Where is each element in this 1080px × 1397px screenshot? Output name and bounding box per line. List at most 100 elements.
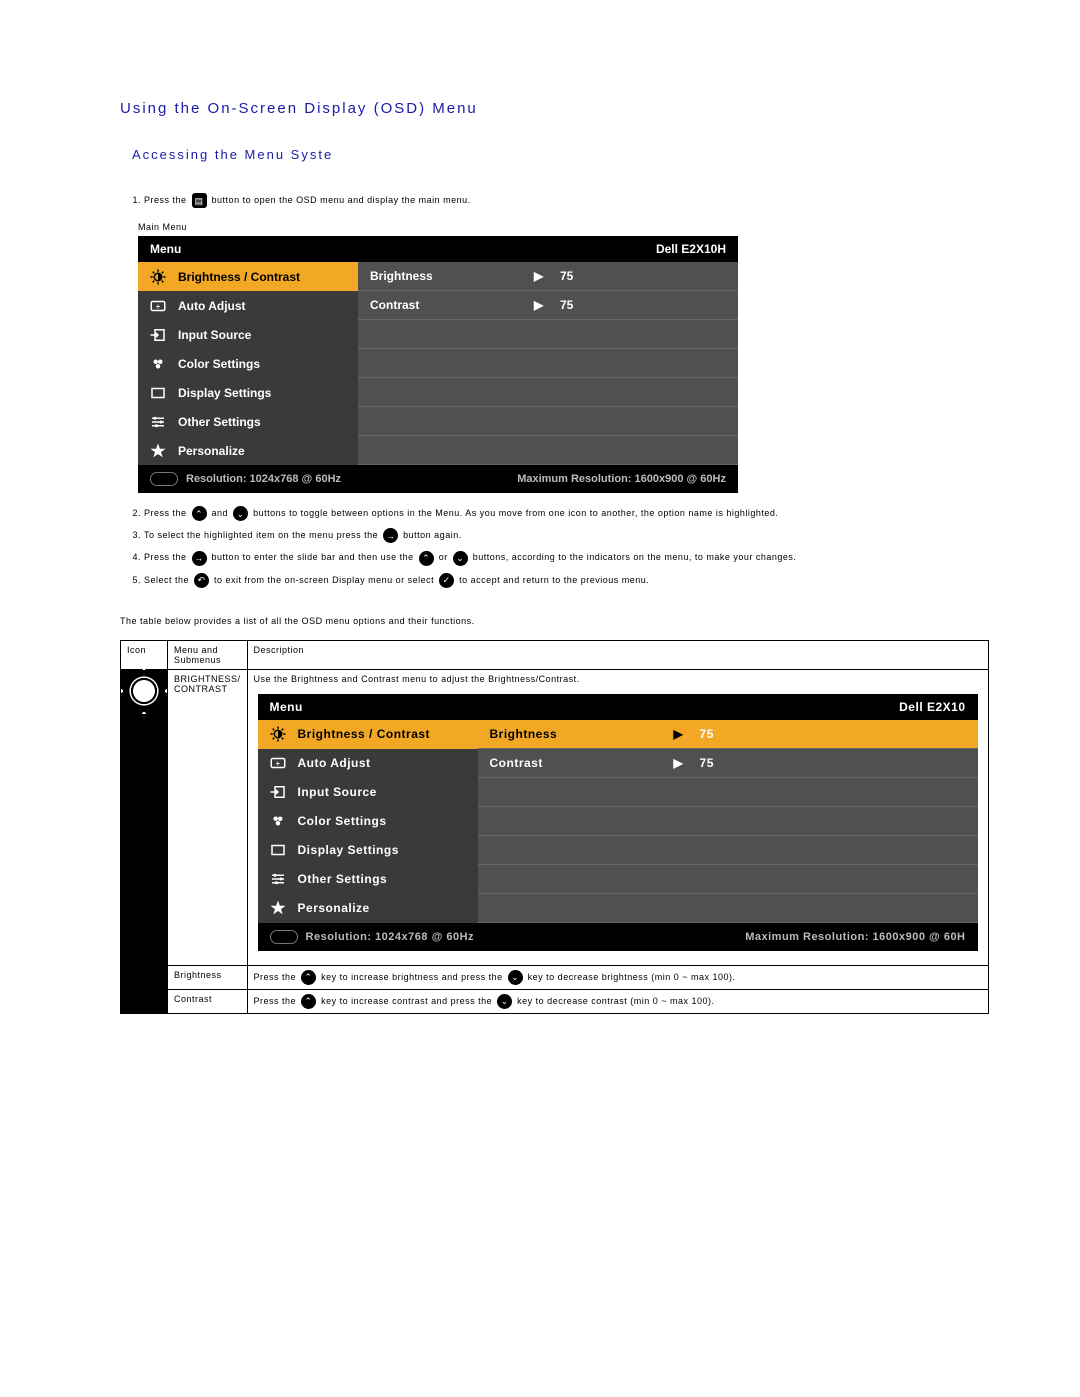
auto-adjust-icon: +	[148, 297, 168, 315]
text: Press the	[144, 195, 190, 205]
text: buttons, according to the indicators on …	[473, 552, 797, 562]
menu-item-other-settings[interactable]: Other Settings	[138, 407, 358, 436]
text: Press the	[144, 552, 190, 562]
menu-desc-cell: Use the Brightness and Contrast menu to …	[247, 669, 988, 965]
menu-item-label: Personalize	[178, 444, 245, 458]
osd-menu-label: Menu	[270, 700, 303, 714]
osd-right-panel: Brightness ▶ 75 Contrast ▶ 75	[358, 262, 738, 465]
arrow-right-icon: ▶	[674, 756, 686, 770]
step-5: Select the ↶ to exit from the on-screen …	[144, 572, 960, 588]
back-button-icon: ↶	[194, 573, 209, 588]
text: Use the Brightness and Contrast menu to …	[254, 674, 982, 684]
display-settings-icon	[268, 841, 288, 859]
brightness-icon	[148, 268, 168, 286]
menu-item-label: Other Settings	[298, 872, 388, 886]
text: button again.	[403, 530, 462, 540]
submenu-empty	[478, 778, 978, 807]
osd-menu-2: Menu Dell E2X10 Brightness / Contrast +A…	[258, 694, 978, 951]
text: key to increase contrast and press the	[321, 996, 495, 1006]
osd-model-label: Dell E2X10H	[656, 242, 726, 256]
menu-item-label: Brightness / Contrast	[178, 270, 300, 284]
menu-item-label: Auto Adjust	[178, 299, 246, 313]
step-3: To select the highlighted item on the me…	[144, 527, 960, 543]
submenu-label: Contrast	[370, 298, 520, 312]
submenu-value: 75	[560, 298, 573, 312]
menu-item-display-settings[interactable]: Display Settings	[138, 378, 358, 407]
text: button to enter the slide bar and then u…	[212, 552, 417, 562]
menu-item-personalize[interactable]: Personalize	[258, 894, 478, 923]
menu-name-cell: BRIGHTNESS/ CONTRAST	[168, 669, 248, 965]
submenu-brightness[interactable]: Brightness ▶ 75	[478, 720, 978, 749]
menu-item-other-settings[interactable]: Other Settings	[258, 865, 478, 894]
menu-item-label: Display Settings	[298, 843, 399, 857]
menu-item-color-settings[interactable]: Color Settings	[138, 349, 358, 378]
down-button-icon: ⌄	[497, 994, 512, 1009]
menu-item-brightness-contrast[interactable]: Brightness / Contrast	[258, 720, 478, 749]
menu-item-personalize[interactable]: Personalize	[138, 436, 358, 465]
submenu-desc-cell: Press the ⌃ key to increase brightness a…	[247, 965, 988, 989]
osd-model-label: Dell E2X10	[899, 700, 965, 714]
osd-left-panel: Brightness / Contrast + Auto Adjust Inpu…	[138, 262, 358, 465]
col-desc-header: Description	[247, 640, 988, 669]
down-button-icon: ⌄	[508, 970, 523, 985]
osd-menu-1: Menu Dell E2X10H Brightness / Contrast +…	[138, 236, 738, 493]
submenu-empty	[358, 436, 738, 465]
menu-item-label: Color Settings	[178, 357, 260, 371]
submenu-label: Brightness	[490, 727, 660, 741]
menu-item-auto-adjust[interactable]: +Auto Adjust	[258, 749, 478, 778]
osd-right-panel: Brightness ▶ 75 Contrast ▶ 75	[478, 720, 978, 923]
text: key to decrease brightness (min 0 ~ max …	[528, 972, 736, 982]
resolution-label: Resolution: 1024x768 @ 60Hz	[186, 473, 341, 485]
submenu-brightness[interactable]: Brightness ▶ 75	[358, 262, 738, 291]
submenu-empty	[478, 836, 978, 865]
menu-item-input-source[interactable]: Input Source	[138, 320, 358, 349]
text: to exit from the on-screen Display menu …	[214, 575, 437, 585]
submenu-value: 75	[700, 727, 714, 741]
step-1: Press the ▤ button to open the OSD menu …	[144, 192, 960, 208]
text: to accept and return to the previous men…	[459, 575, 649, 585]
menu-button-icon: ▤	[192, 193, 207, 208]
down-button-icon: ⌄	[233, 506, 248, 521]
menu-item-auto-adjust[interactable]: + Auto Adjust	[138, 291, 358, 320]
down-button-icon: ⌄	[453, 551, 468, 566]
step-2: Press the ⌃ and ⌄ buttons to toggle betw…	[144, 505, 960, 521]
submenu-empty	[478, 894, 978, 923]
submenu-name-cell: Contrast	[168, 989, 248, 1013]
text: Press the	[254, 972, 300, 982]
osd-left-panel: Brightness / Contrast +Auto Adjust Input…	[258, 720, 478, 923]
osd-menu-label: Menu	[150, 242, 181, 256]
up-button-icon: ⌃	[301, 970, 316, 985]
osd-options-table: Icon Menu and Submenus Description BRIGH…	[120, 640, 989, 1014]
submenu-contrast[interactable]: Contrast ▶ 75	[478, 749, 978, 778]
submenu-contrast[interactable]: Contrast ▶ 75	[358, 291, 738, 320]
arrow-right-icon: ▶	[674, 727, 686, 741]
submenu-label: Brightness	[370, 269, 520, 283]
color-settings-icon	[268, 812, 288, 830]
col-menu-header: Menu and Submenus	[168, 640, 248, 669]
menu-item-brightness-contrast[interactable]: Brightness / Contrast	[138, 262, 358, 291]
menu-item-input-source[interactable]: Input Source	[258, 778, 478, 807]
section-title: Accessing the Menu Syste	[132, 147, 960, 162]
text: To select the highlighted item on the me…	[144, 530, 381, 540]
enter-button-icon: →	[383, 528, 398, 543]
menu-item-label: Color Settings	[298, 814, 387, 828]
menu-item-label: Auto Adjust	[298, 756, 371, 770]
text: key to increase brightness and press the	[321, 972, 506, 982]
menu-item-color-settings[interactable]: Color Settings	[258, 807, 478, 836]
submenu-empty	[478, 865, 978, 894]
brightness-icon	[268, 725, 288, 743]
submenu-empty	[478, 807, 978, 836]
menu-item-label: Input Source	[178, 328, 251, 342]
text: Press the	[144, 508, 190, 518]
display-settings-icon	[148, 384, 168, 402]
other-settings-icon	[268, 870, 288, 888]
enter-button-icon: →	[192, 551, 207, 566]
text: or	[439, 552, 451, 562]
resolution-label: Resolution: 1024x768 @ 60Hz	[306, 931, 475, 943]
menu-item-display-settings[interactable]: Display Settings	[258, 836, 478, 865]
menu-item-label: Input Source	[298, 785, 377, 799]
max-resolution-label: Maximum Resolution: 1600x900 @ 60Hz	[517, 473, 726, 485]
text: buttons to toggle between options in the…	[253, 508, 778, 518]
submenu-value: 75	[700, 756, 714, 770]
steps-list-cont: Press the ⌃ and ⌄ buttons to toggle betw…	[144, 505, 960, 588]
